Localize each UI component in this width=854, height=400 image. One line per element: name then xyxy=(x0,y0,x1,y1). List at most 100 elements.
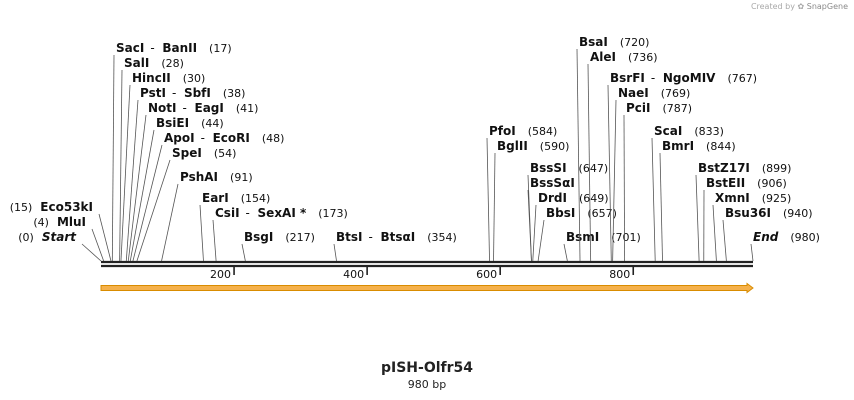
site-position: (899) xyxy=(762,162,792,175)
site-name: ApoI xyxy=(164,131,195,145)
site-name: BsgI xyxy=(244,230,273,244)
site-position: (354) xyxy=(427,231,457,244)
site-leader-line xyxy=(623,114,625,262)
site-position: (4) xyxy=(33,216,49,229)
site-leader-line xyxy=(111,54,115,262)
site-position: (54) xyxy=(214,147,237,160)
site-position: (590) xyxy=(540,140,570,153)
site-position: (584) xyxy=(528,125,558,138)
site-name: BsiEI xyxy=(156,116,189,130)
site-position: (657) xyxy=(587,207,617,220)
site-leader-line xyxy=(91,228,105,262)
site-name: EarI xyxy=(202,191,229,205)
site-name: SalI xyxy=(124,56,149,70)
site-position: (906) xyxy=(757,177,787,190)
site-name: SexAI * xyxy=(258,206,307,220)
site-leader-line xyxy=(486,137,490,262)
site-name: HincII xyxy=(132,71,171,85)
site-position: (980) xyxy=(790,231,820,244)
site-name: SacI xyxy=(116,41,144,55)
site-separator: - xyxy=(369,230,373,244)
site-name: MluI xyxy=(57,215,86,229)
credit-prefix: Created by xyxy=(750,2,795,11)
site-name: BtsαI xyxy=(381,230,416,244)
site-position: (647) xyxy=(579,162,609,175)
site-leader-line xyxy=(750,243,754,262)
site-leader-line xyxy=(576,48,581,262)
site-name: PciI xyxy=(626,101,651,115)
site-position: (649) xyxy=(579,192,609,205)
site-leader-line xyxy=(612,99,617,262)
site-leader-line xyxy=(607,84,612,262)
site-position: (41) xyxy=(236,102,259,115)
site-name: PstI xyxy=(140,86,166,100)
site-leader-line xyxy=(241,243,246,262)
site-name: BssSI xyxy=(530,161,567,175)
site-position: (940) xyxy=(783,207,813,220)
site-leader-line xyxy=(532,204,537,262)
snapgene-credit: Created by ✿ SnapGene xyxy=(751,2,848,11)
site-separator: - xyxy=(150,41,154,55)
site-leader-line xyxy=(537,219,545,262)
site-position: (17) xyxy=(209,42,232,55)
site-position: (30) xyxy=(183,72,206,85)
site-name: BmrI xyxy=(662,139,694,153)
site-leader-line xyxy=(722,219,727,262)
site-leader-line xyxy=(120,84,131,262)
site-name: BbsI xyxy=(546,206,575,220)
site-position: (701) xyxy=(611,231,641,244)
site-name: XmnI xyxy=(715,191,750,205)
site-position: (925) xyxy=(762,192,792,205)
site-name: BsaI xyxy=(579,35,608,49)
site-name: End xyxy=(753,230,779,244)
snapgene-logo-icon: ✿ xyxy=(797,2,805,11)
site-position: (48) xyxy=(262,132,285,145)
site-name: PfoI xyxy=(489,124,516,138)
site-name: EcoRI xyxy=(213,131,250,145)
site-name: AleI xyxy=(590,50,616,64)
site-name: NaeI xyxy=(618,86,649,100)
site-name: BstZ17I xyxy=(698,161,750,175)
scale-tick-label: 400 xyxy=(343,268,364,281)
site-leader-line xyxy=(212,219,217,262)
site-leader-line xyxy=(659,152,663,262)
site-leader-line xyxy=(527,189,532,262)
site-position: (767) xyxy=(727,72,757,85)
site-position: (44) xyxy=(201,117,224,130)
site-leader-line xyxy=(127,114,147,262)
site-leader-line xyxy=(563,243,568,262)
site-separator: - xyxy=(651,71,655,85)
site-name: ScaI xyxy=(654,124,682,138)
site-leader-line xyxy=(132,144,163,262)
site-separator: - xyxy=(246,206,250,220)
site-name: BsmI xyxy=(566,230,599,244)
plasmid-name: pISH-Olfr54 xyxy=(380,360,474,376)
site-separator: - xyxy=(172,86,176,100)
site-name: NotI xyxy=(148,101,177,115)
site-leader-line xyxy=(333,243,337,262)
site-position: (28) xyxy=(161,57,184,70)
site-leader-line xyxy=(712,204,717,262)
site-position: (769) xyxy=(661,87,691,100)
site-separator: - xyxy=(183,101,187,115)
site-separator: - xyxy=(201,131,205,145)
site-leader-line xyxy=(98,213,112,262)
site-position: (736) xyxy=(628,51,658,64)
site-name: CsiI xyxy=(215,206,240,220)
site-position: (833) xyxy=(694,125,724,138)
site-leader-line xyxy=(129,129,155,262)
site-name: DrdI xyxy=(538,191,567,205)
site-position: (15) xyxy=(10,201,33,214)
scale-tick-label: 200 xyxy=(210,268,231,281)
site-name: BanII xyxy=(162,41,197,55)
site-name: SpeI xyxy=(172,146,202,160)
site-position: (217) xyxy=(285,231,315,244)
site-name: EagI xyxy=(195,101,224,115)
site-position: (0) xyxy=(18,231,34,244)
site-leader-line xyxy=(161,183,179,262)
site-name: BstEII xyxy=(706,176,745,190)
site-leader-line xyxy=(493,152,496,262)
site-leader-line xyxy=(587,63,592,262)
site-leader-line xyxy=(136,159,171,262)
site-leader-line xyxy=(125,99,139,262)
